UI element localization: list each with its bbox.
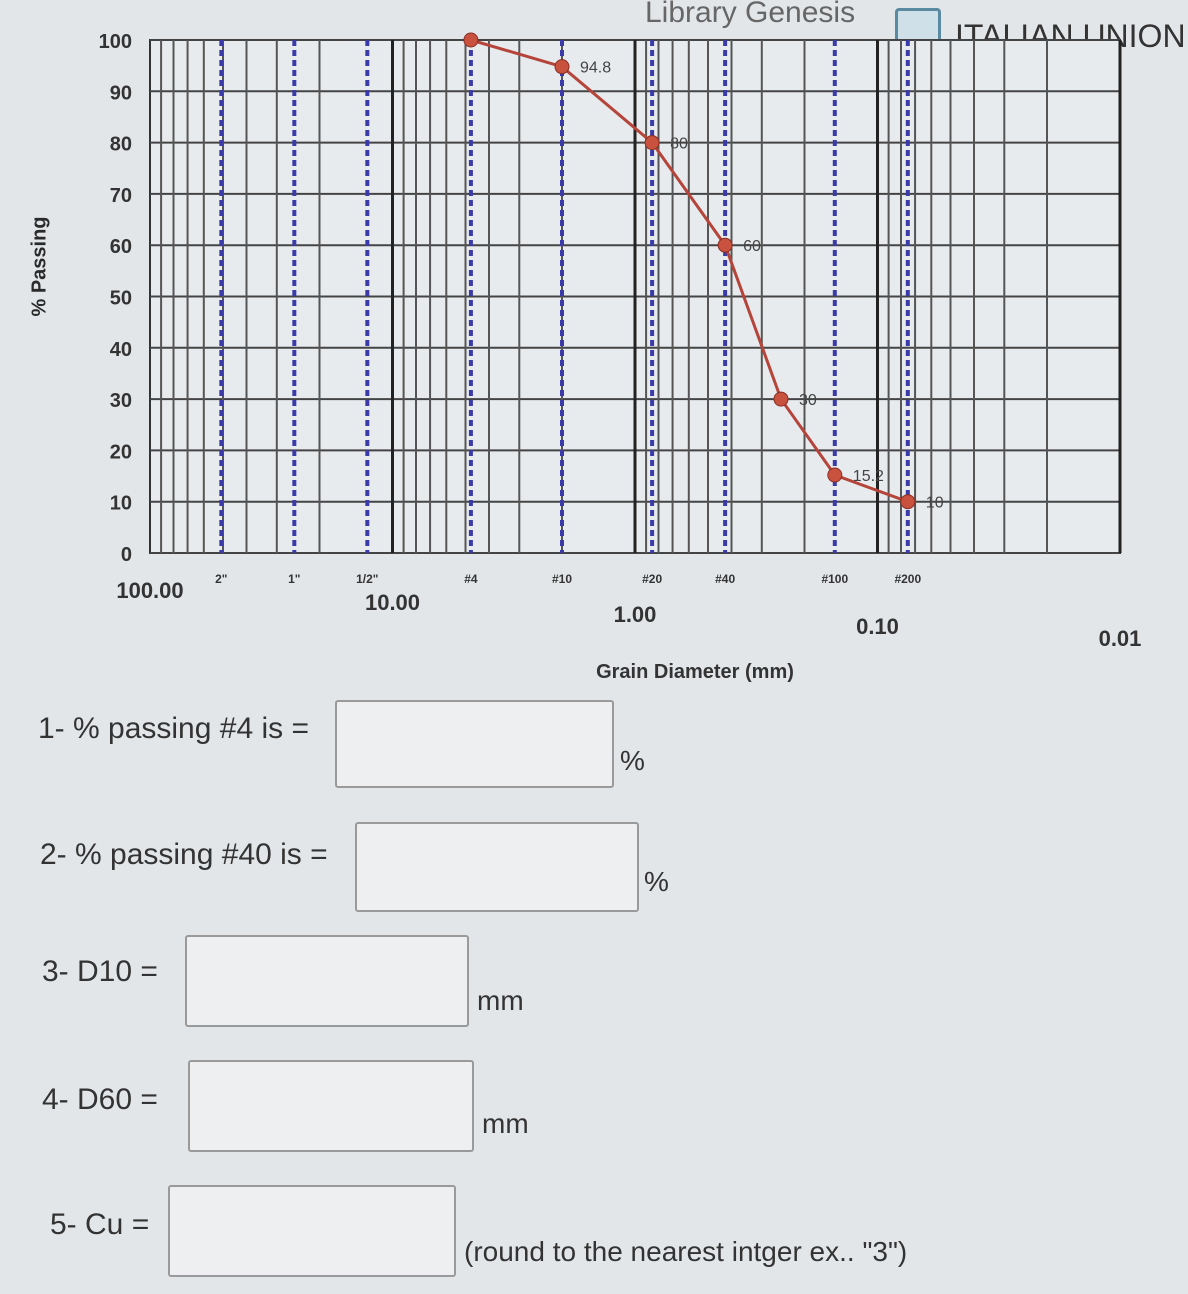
question-4-unit: mm: [482, 1108, 529, 1139]
y-tick-label: 60: [110, 236, 132, 258]
sieve-label: #40: [715, 572, 735, 586]
data-label: 15.2: [853, 468, 884, 485]
data-label: 60: [743, 238, 761, 255]
x-tick-label: 10.00: [365, 590, 420, 615]
sieve-label: 2": [215, 572, 227, 586]
data-point: [717, 237, 733, 253]
question-5-unit: (round to the nearest intger ex.. "3"): [464, 1236, 908, 1267]
question-1-unit: %: [620, 745, 645, 776]
y-tick-label: 30: [110, 390, 132, 412]
question-5-input[interactable]: [168, 1185, 456, 1277]
grain-size-chart: 0 10 20 30 40 50 60 70 80 90 100 100.00 10.00 1.00 0.1…: [99, 31, 1142, 683]
data-point: [773, 391, 789, 407]
data-label: 94.8: [580, 60, 611, 77]
sieve-label: 1": [288, 572, 300, 586]
y-tick-label: 80: [110, 134, 132, 156]
question-5-label: 5- Cu =: [50, 1208, 150, 1241]
data-label: 30: [799, 392, 817, 409]
y-tick-label: 0: [121, 544, 132, 566]
question-4-input[interactable]: [188, 1060, 474, 1152]
x-tick-label: 0.01: [1099, 626, 1142, 651]
question-3-input[interactable]: [185, 935, 469, 1027]
data-label: 10: [926, 495, 944, 512]
x-tick-label: 100.00: [116, 578, 183, 603]
y-tick-label: 50: [110, 288, 132, 310]
sieve-label: #20: [642, 572, 662, 586]
question-2-label: 2- % passing #40 is =: [40, 838, 328, 871]
data-point: [554, 59, 570, 75]
x-tick-label: 0.10: [856, 614, 899, 639]
question-1-label: 1- % passing #4 is =: [38, 712, 309, 745]
x-tick-label: 1.00: [614, 602, 657, 627]
y-tick-label: 20: [110, 441, 132, 463]
question-3-unit: mm: [477, 985, 524, 1016]
data-point: [463, 32, 479, 48]
data-point: [644, 135, 660, 151]
library-genesis-text: Library Genesis: [645, 0, 856, 29]
sieve-label: 1/2": [356, 572, 378, 586]
y-tick-label: 90: [110, 82, 132, 104]
sieve-label: #4: [464, 572, 478, 586]
y-tick-label: 70: [110, 185, 132, 207]
question-1-input[interactable]: [335, 700, 614, 788]
y-tick-label: 10: [110, 493, 132, 515]
data-point: [827, 467, 843, 483]
data-label: 80: [670, 136, 688, 153]
sieve-label: #100: [821, 572, 848, 586]
data-point: [900, 494, 916, 510]
question-2-unit: %: [644, 866, 669, 897]
sieve-label: #200: [894, 572, 921, 586]
sieve-label: #10: [552, 572, 572, 586]
y-tick-label: 100: [99, 31, 132, 53]
question-3-label: 3- D10 =: [42, 955, 158, 988]
x-axis-label: Grain Diameter (mm): [596, 661, 794, 683]
question-2-input[interactable]: [355, 822, 639, 912]
question-4-label: 4- D60 =: [42, 1083, 158, 1116]
y-tick-label: 40: [110, 339, 132, 361]
